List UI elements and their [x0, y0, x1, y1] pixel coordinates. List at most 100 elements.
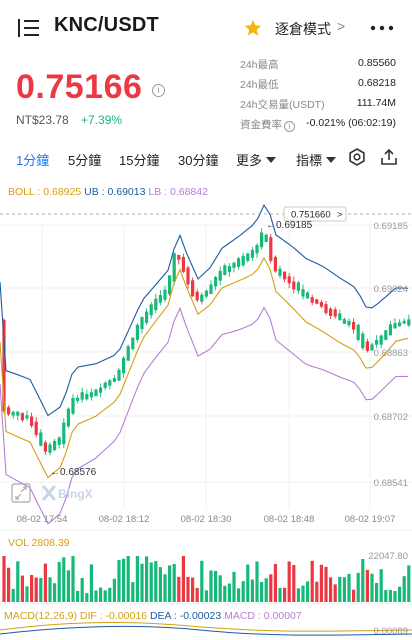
tab-30m[interactable]: 30分鐘 [178, 153, 219, 168]
candle-body [85, 394, 89, 400]
price-tick-label: 0.68541 [374, 478, 408, 489]
candle-body [283, 271, 287, 280]
volume-bar [34, 577, 38, 602]
chevron-right-icon[interactable]: > [337, 18, 346, 34]
dea-label: DEA [149, 610, 171, 622]
caret-down-icon [326, 157, 337, 163]
candle-body [43, 442, 47, 452]
star-icon[interactable] [244, 19, 262, 37]
volume-bar [296, 588, 300, 602]
volume-bar [131, 582, 135, 602]
volume-bar [94, 590, 98, 602]
candle-body [7, 407, 11, 415]
macd-value-label: MACD [224, 610, 256, 622]
info-icon[interactable]: i [152, 84, 165, 97]
candle-body [260, 232, 264, 248]
share-upload-icon[interactable] [380, 148, 398, 166]
volume-bar [333, 584, 337, 602]
ntd-price: NT$23.78 [16, 113, 69, 127]
ub-label: UB [84, 186, 99, 198]
volume-max-label: 22047.80 [368, 551, 408, 562]
volume-bar [237, 588, 241, 602]
candle-body [30, 416, 34, 426]
volume-bar [319, 564, 323, 602]
candle-body [333, 309, 337, 317]
volume-bar [269, 574, 273, 602]
dif-value: -0.00016 [105, 610, 148, 622]
current-price-tag-box[interactable] [283, 206, 347, 222]
candle-body [158, 294, 162, 303]
volume-bar [292, 565, 296, 602]
volume-bar [80, 578, 84, 602]
candle-body [388, 324, 392, 336]
volume-indicator-line: VOL 2808.39 [8, 537, 70, 549]
settings-gear-icon[interactable] [348, 148, 366, 166]
time-tick-label: 08-02 18:12 [99, 514, 150, 525]
volume-bar [301, 585, 305, 602]
candle-body [292, 281, 296, 290]
candle-body [122, 357, 126, 374]
candle-body [246, 253, 250, 261]
candle-body [402, 320, 406, 324]
candle-body [342, 319, 346, 324]
price-chart[interactable]: 0.751660 > ←0.69185 ←0.68576 0.69185 0.6… [0, 200, 412, 640]
macd-label: MACD(12,26,9) [4, 610, 77, 622]
candle-body [241, 255, 245, 266]
tab-more[interactable]: 更多 [236, 150, 277, 169]
info-icon[interactable]: i [284, 121, 295, 132]
volume-bar [370, 573, 374, 602]
candle-body [278, 268, 282, 276]
price-tick-label: 0.68863 [374, 348, 408, 359]
lb-label: LB [148, 186, 162, 198]
volume-bar [181, 556, 185, 602]
ub-value: 0.69013 [107, 186, 146, 198]
candle-body [39, 432, 43, 446]
tab-1m[interactable]: 1分鐘 [16, 153, 50, 168]
macd-indicator-line: MACD(12,26,9) DIF : -0.00016 DEA : -0.00… [4, 610, 302, 622]
volume-bar [260, 582, 264, 602]
time-tick-label: 08-02 18:48 [264, 514, 315, 525]
candle-body [135, 324, 139, 340]
volume-bar [177, 576, 181, 602]
stat-label: 24h最低 [240, 79, 279, 91]
dif-label: DIF [79, 610, 97, 622]
candle-body [375, 339, 379, 345]
fullscreen-icon[interactable] [11, 483, 31, 503]
candle-body [393, 323, 397, 329]
more-dots-icon[interactable] [370, 18, 394, 38]
candle-body [48, 444, 52, 453]
volume-bar [57, 562, 61, 602]
boll-indicator-line: BOLL : 0.68925 UB : 0.69013 LB : 0.68842 [8, 186, 208, 198]
menu-list-icon[interactable] [18, 18, 40, 38]
chart-gridlines [0, 222, 412, 508]
candle-body [338, 313, 342, 321]
margin-mode-label[interactable]: 逐倉模式 [275, 21, 331, 37]
candle-body [398, 322, 402, 327]
candle-body [384, 330, 388, 340]
candle-body [108, 380, 112, 386]
tab-15m[interactable]: 15分鐘 [119, 153, 160, 168]
candle-body [53, 441, 57, 451]
candle-body [287, 276, 291, 284]
candle-body [168, 275, 172, 295]
volume-bar [25, 586, 29, 602]
current-price-tag: 0.751660 [291, 210, 331, 221]
candle-body [273, 256, 277, 272]
volume-bar [356, 572, 360, 602]
candle-body [352, 321, 356, 330]
volume-bar [168, 565, 172, 602]
volume-bar [2, 556, 6, 602]
tab-indicators[interactable]: 指標 [296, 150, 337, 169]
tab-5m[interactable]: 5分鐘 [68, 153, 102, 168]
candle-body [319, 302, 323, 307]
volume-bar [149, 562, 153, 602]
stat-value: -0.021% (06:02:19) [306, 117, 396, 129]
lb-band-line [0, 306, 409, 525]
low-annotation-value: 0.68576 [60, 467, 97, 478]
volume-bar [122, 558, 126, 602]
pair-title[interactable]: KNC/USDT [54, 14, 159, 36]
candle-body [16, 411, 20, 416]
stat-label: 資金費率 i [240, 117, 295, 132]
lb-value: 0.68842 [169, 186, 208, 198]
volume-bar [99, 587, 103, 602]
